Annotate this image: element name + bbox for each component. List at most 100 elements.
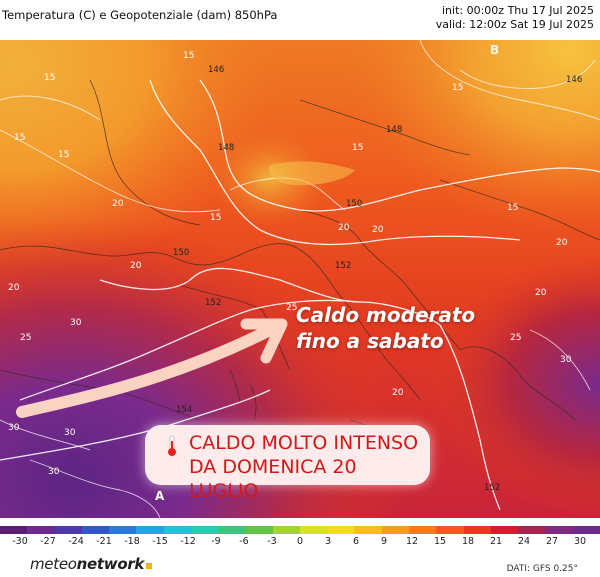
brand-suffix: network — [76, 555, 145, 573]
coastlines — [0, 79, 600, 456]
iso-label: 20 — [8, 283, 20, 293]
scale-swatch — [327, 526, 355, 534]
iso-label: 25 — [510, 333, 521, 343]
scale-swatch — [436, 526, 464, 534]
scale-swatch — [190, 526, 219, 534]
scale-tick-label: -18 — [124, 536, 140, 547]
scale-tick-label: -3 — [267, 536, 277, 547]
scale-swatch — [136, 526, 164, 534]
brand-dot-icon — [146, 563, 153, 569]
gz-label: 154 — [176, 405, 192, 415]
scale-tick-label: -15 — [152, 536, 168, 547]
scale-tick-label: 27 — [545, 536, 559, 547]
scale-swatch — [81, 526, 110, 534]
scale-tick-label: 18 — [461, 536, 475, 547]
heat-alert-box: CALDO MOLTO INTENSO DA DOMENICA 20 LUGLI… — [145, 425, 430, 502]
isotherm-contours — [0, 40, 600, 518]
iso-label: 25 — [20, 333, 31, 343]
header: Temperatura (C) e Geopotenziale (dam) 85… — [0, 0, 600, 40]
data-source: DATI: GFS 0.25° — [506, 564, 578, 574]
scale-tick-label: -21 — [96, 536, 112, 547]
scale-tick-label: -24 — [68, 536, 84, 547]
scale-tick-label: 3 — [324, 536, 332, 547]
geopotential-labels: 146 148 148 150 150 152 152 154 146 152 — [173, 65, 582, 493]
scale-tick-label: -27 — [40, 536, 56, 547]
gz-label: 146 — [208, 65, 224, 75]
geopotential-contours — [0, 79, 600, 511]
scale-swatch — [27, 526, 55, 534]
thermometer-icon — [168, 435, 176, 456]
iso-label: 15 — [210, 213, 221, 223]
brand-logo: meteonetwork — [30, 555, 153, 573]
gz-label: 152 — [335, 261, 351, 271]
run-info: init: 00:00z Thu 17 Jul 2025 valid: 12:0… — [436, 4, 594, 32]
arrow-shaft — [16, 324, 276, 418]
iso-label: 15 — [58, 150, 69, 160]
headline-line-2: fino a sabato — [296, 329, 444, 353]
iso-label: 25 — [286, 303, 297, 313]
isotherm-labels: 15 15 15 15 15 15 15 15 20 20 20 20 20 2… — [8, 51, 572, 477]
scale-tick-label: 15 — [433, 536, 447, 547]
map-title: Temperatura (C) e Geopotenziale (dam) 85… — [2, 8, 278, 22]
gz-label: 148 — [386, 125, 402, 135]
valid-time: valid: 12:00z Sat 19 Jul 2025 — [435, 18, 594, 31]
scale-swatch — [463, 526, 491, 534]
scale-swatch — [354, 526, 382, 534]
iso-label: 20 — [535, 288, 547, 298]
scale-tick-label: 12 — [405, 536, 419, 547]
iso-label: 20 — [130, 261, 142, 271]
alert-text: CALDO MOLTO INTENSO DA DOMENICA 20 LUGLI… — [189, 431, 430, 503]
headline: Caldo moderato fino a sabato — [296, 302, 475, 354]
scale-tick-label: -6 — [239, 536, 249, 547]
iso-label: 15 — [352, 143, 363, 153]
iso-label: 15 — [507, 203, 518, 213]
scale-swatch — [0, 526, 28, 534]
iso-label: 30 — [8, 423, 20, 433]
scale-tick-label: 0 — [296, 536, 304, 547]
scale-tick-label: 6 — [352, 536, 360, 547]
brand-prefix: meteo — [30, 555, 77, 573]
scale-tick-label: 9 — [380, 536, 388, 547]
temperature-scale: -30 -27 -24 -21 -18 -15 -12 -9 -6 -3 0 3 6 9 12 15 18 21 2… — [0, 526, 600, 548]
scale-tick-label: -9 — [211, 536, 221, 547]
iso-label: 30 — [70, 318, 82, 328]
scale-swatch — [109, 526, 137, 534]
gz-label: 148 — [218, 143, 234, 153]
scale-swatch — [245, 526, 273, 534]
scale-swatch — [518, 526, 546, 534]
scale-swatch — [218, 526, 246, 534]
arrow-head — [240, 318, 288, 364]
iso-label: 30 — [48, 467, 60, 477]
iso-label: 15 — [183, 51, 194, 61]
pressure-marker-high: B — [490, 43, 499, 57]
headline-line-1: Caldo moderato — [296, 303, 476, 327]
pressure-marker-low: A — [155, 489, 165, 503]
scale-tick-label: 24 — [517, 536, 531, 547]
scale-swatch — [272, 526, 300, 534]
scale-swatch — [54, 526, 82, 534]
scale-swatch — [572, 526, 600, 534]
iso-label: 15 — [452, 83, 463, 93]
scale-swatch — [299, 526, 328, 534]
color-scale-bar — [0, 526, 600, 534]
iso-label: 20 — [556, 238, 568, 248]
gz-label: 150 — [346, 199, 362, 209]
alert-line-1: CALDO MOLTO INTENSO — [189, 432, 419, 454]
scale-swatch — [381, 526, 409, 534]
scale-tick-label: 21 — [489, 536, 503, 547]
footer: meteonetwork DATI: GFS 0.25° — [0, 550, 600, 577]
scale-swatch — [490, 526, 519, 534]
gz-label: 152 — [484, 483, 500, 493]
iso-label: 20 — [372, 225, 384, 235]
init-time: init: 00:00z Thu 17 Jul 2025 — [442, 4, 594, 17]
iso-label: 30 — [560, 355, 572, 365]
iso-label: 20 — [392, 388, 404, 398]
iso-label: 20 — [112, 199, 124, 209]
scale-ticks: -30 -27 -24 -21 -18 -15 -12 -9 -6 -3 0 3 6 9 12 15 18 21 2… — [0, 536, 600, 548]
scale-tick-label: -12 — [180, 536, 196, 547]
gz-label: 150 — [173, 248, 189, 258]
gz-label: 146 — [566, 75, 582, 85]
scale-swatch — [545, 526, 573, 534]
gz-label: 152 — [205, 298, 221, 308]
iso-label: 15 — [44, 73, 55, 83]
